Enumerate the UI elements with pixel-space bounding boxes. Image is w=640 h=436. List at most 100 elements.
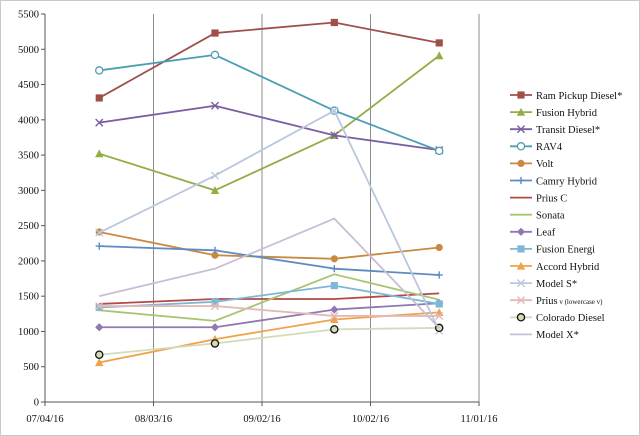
data-point-ram-pickup-diesel	[211, 29, 219, 37]
data-point-camry-hybrid	[211, 246, 219, 254]
data-point-rav4	[210, 50, 220, 60]
series-line-model-s	[98, 109, 441, 332]
data-point-colorado-diesel	[210, 339, 220, 348]
data-point-ram-pickup-diesel	[330, 18, 338, 27]
legend-swatch-marker	[517, 245, 525, 253]
legend-item-volt: Volt	[510, 159, 553, 170]
data-point-camry-hybrid	[95, 242, 103, 250]
y-tick-label: 1000	[18, 327, 39, 338]
data-point-prius	[95, 301, 104, 311]
series-fusion-hybrid	[95, 51, 444, 194]
series-line-sonata	[99, 273, 440, 322]
data-point-ram-pickup-diesel	[435, 39, 443, 47]
x-tick-label: 11/01/16	[461, 414, 498, 425]
legend-label: Prius v (lowercase v)	[536, 296, 603, 307]
legend-label: Prius C	[536, 193, 567, 204]
series-colorado-diesel	[95, 323, 444, 359]
legend-swatch-marker	[516, 313, 526, 322]
data-point-fusion-energi	[95, 303, 103, 312]
data-point-accord-hybrid	[330, 315, 339, 324]
y-tick-label: 500	[23, 362, 39, 373]
data-point-transit-diesel	[210, 101, 220, 110]
series-line-camry-hybrid	[99, 245, 440, 276]
legend-label: Camry Hybrid	[536, 176, 598, 187]
y-tick-label: 4500	[18, 80, 39, 91]
data-point-accord-hybrid	[95, 358, 104, 367]
series-fusion-energi	[95, 282, 443, 312]
data-point-fusion-hybrid	[95, 149, 104, 158]
data-point-model-s	[330, 106, 339, 115]
data-point-fusion-energi	[330, 282, 338, 290]
y-tick-label: 2000	[18, 256, 39, 267]
legend-swatch-marker	[516, 142, 526, 151]
series-line-colorado-diesel	[99, 327, 440, 356]
data-point-rav4	[95, 66, 104, 75]
legend-item-rav4: RAV4	[510, 142, 563, 153]
gridlines	[44, 14, 480, 402]
legend-swatch-marker	[517, 91, 525, 99]
series-line-prius-c	[99, 292, 440, 305]
series-line-fusion-energi	[99, 284, 440, 309]
data-point-fusion-hybrid	[210, 186, 220, 194]
legend-swatch-marker	[516, 227, 526, 236]
series-line-model-x	[99, 217, 440, 329]
data-point-leaf	[210, 323, 220, 332]
data-point-colorado-diesel	[95, 350, 104, 359]
data-point-transit-diesel	[95, 118, 104, 127]
x-axis-ticks: 07/04/16 08/03/16 09/02/16 10/02/16 11/01/16	[26, 402, 497, 425]
series-rav4	[95, 50, 444, 156]
y-tick-label: 5000	[18, 45, 39, 56]
legend-label: Model X*	[536, 330, 579, 341]
y-tick-label: 4000	[18, 115, 39, 126]
legend-label: Colorado Diesel	[536, 313, 605, 324]
data-point-fusion-energi	[211, 298, 219, 306]
data-point-transit-diesel	[330, 131, 339, 140]
legend-swatch-marker	[517, 176, 525, 185]
legend: Ram Pickup Diesel* Fusion Hybrid Transit D…	[510, 91, 622, 341]
series-prius	[95, 301, 444, 321]
x-tick-label: 09/02/16	[243, 414, 280, 425]
y-tick-label: 3000	[18, 186, 39, 197]
data-point-leaf	[330, 305, 339, 314]
data-point-volt	[330, 255, 338, 263]
series-sonata	[99, 273, 440, 322]
legend-label: RAV4	[536, 142, 563, 153]
data-point-prius	[435, 311, 444, 321]
legend-item-camry-hybrid: Camry Hybrid	[510, 176, 598, 187]
legend-swatch-marker	[516, 261, 526, 270]
legend-label: Ram Pickup Diesel*	[536, 91, 622, 102]
data-point-volt	[211, 251, 219, 259]
legend-label: Model S*	[536, 279, 577, 290]
legend-label: Volt	[536, 159, 553, 170]
legend-item-fusion-hybrid: Fusion Hybrid	[510, 107, 598, 119]
legend-swatch-marker	[516, 279, 526, 288]
legend-item-colorado-diesel: Colorado Diesel	[510, 313, 605, 324]
y-tick-label: 5500	[18, 10, 39, 21]
data-point-camry-hybrid	[330, 265, 338, 273]
legend-item-ram-pickup-diesel: Ram Pickup Diesel*	[510, 91, 622, 102]
legend-item-transit-diesel: Transit Diesel*	[510, 125, 600, 136]
data-point-prius	[210, 301, 220, 311]
data-point-rav4	[434, 146, 444, 156]
data-point-model-s	[95, 228, 104, 237]
x-tick-label: 08/03/16	[135, 414, 172, 425]
data-point-fusion-energi	[435, 300, 443, 308]
legend-item-sonata: Sonata	[510, 211, 565, 222]
legend-item-accord-hybrid: Accord Hybrid	[510, 261, 600, 273]
series-model-x	[99, 217, 440, 329]
series-camry-hybrid	[95, 242, 443, 279]
legend-label: Transit Diesel*	[536, 125, 600, 136]
y-tick-label: 3500	[18, 151, 39, 162]
legend-swatch-marker	[516, 125, 526, 134]
data-point-ram-pickup-diesel	[95, 94, 103, 102]
y-tick-label: 0	[34, 398, 39, 409]
data-point-volt	[435, 243, 443, 252]
legend-label: Accord Hybrid	[536, 262, 600, 273]
series-line-prius	[99, 305, 440, 317]
y-axis-ticks: 0 500 1000 1500 2000 2500 3000 3500 4000 4500 5000…	[18, 10, 45, 409]
y-tick-label: 1500	[18, 292, 39, 303]
series-line-ram-pickup-diesel	[98, 21, 440, 99]
data-point-colorado-diesel	[330, 325, 339, 334]
